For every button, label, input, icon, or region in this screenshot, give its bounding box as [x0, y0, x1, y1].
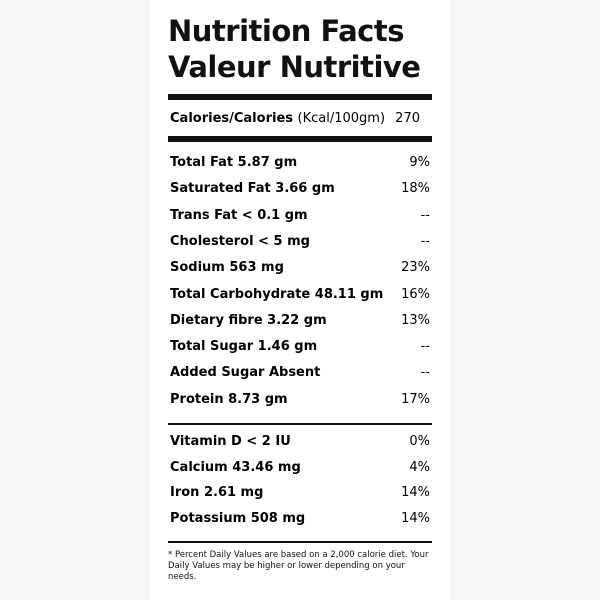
nutrient-name: Trans Fat < 0.1 gm [170, 207, 308, 223]
nutrient-name: Total Carbohydrate 48.11 gm [170, 286, 384, 302]
nutrient-row: Potassium 508 mg 14% [168, 511, 430, 531]
divider [168, 136, 432, 142]
title: Nutrition Facts [168, 14, 404, 48]
nutrient-row: Total Sugar 1.46 gm -- [168, 339, 430, 359]
daily-value: -- [420, 365, 430, 381]
calories-unit: (Kcal/100gm) [297, 111, 386, 126]
nutrient-name: Calcium 43.46 mg [170, 459, 301, 475]
calories-label: Calories/Calories (Kcal/100gm) [170, 111, 385, 126]
nutrient-name: Saturated Fat 3.66 gm [170, 181, 335, 197]
nutrition-label: Nutrition Facts Valeur Nutritive Calorie… [150, 0, 450, 600]
daily-value: 23% [401, 260, 430, 276]
nutrient-row: Protein 8.73 gm 17% [168, 392, 430, 412]
nutrient-row: Calcium 43.46 mg 4% [168, 460, 430, 480]
nutrient-name: Added Sugar Absent [170, 365, 321, 381]
divider [168, 541, 432, 543]
nutrient-row: Total Carbohydrate 48.11 gm 16% [168, 287, 430, 307]
nutrient-name: Sodium 563 mg [170, 260, 284, 276]
subtitle: Valeur Nutritive [168, 50, 421, 84]
nutrient-name: Cholesterol < 5 mg [170, 233, 310, 249]
nutrient-name: Dietary fibre 3.22 gm [170, 312, 327, 328]
daily-value: 14% [401, 485, 430, 500]
daily-value: 9% [409, 155, 430, 170]
footnote: * Percent Daily Values are based on a 2,… [168, 550, 429, 582]
daily-value: -- [420, 339, 430, 355]
daily-value: 18% [401, 181, 430, 197]
nutrient-row: Cholesterol < 5 mg -- [168, 234, 430, 254]
divider [168, 94, 432, 100]
calories-row: Calories/Calories (Kcal/100gm) 270 [168, 111, 430, 131]
daily-value: 4% [409, 459, 430, 475]
calories-value: 270 [395, 111, 420, 126]
daily-value: 17% [401, 391, 430, 407]
daily-value: 13% [401, 312, 430, 328]
nutrient-name: Vitamin D < 2 IU [170, 434, 291, 449]
daily-value: -- [420, 233, 430, 249]
nutrient-row: Saturated Fat 3.66 gm 18% [168, 181, 430, 201]
nutrient-name: Total Fat 5.87 gm [170, 155, 298, 170]
nutrient-name: Total Sugar 1.46 gm [170, 339, 318, 355]
nutrient-row: Dietary fibre 3.22 gm 13% [168, 313, 430, 333]
daily-value: 16% [401, 286, 430, 302]
calories-text: Calories/Calories [170, 111, 293, 126]
nutrient-row: Added Sugar Absent -- [168, 365, 430, 385]
nutrient-name: Protein 8.73 gm [170, 391, 288, 407]
daily-value: 14% [401, 510, 430, 526]
daily-value: 0% [409, 434, 430, 449]
divider [168, 423, 432, 425]
daily-value: -- [420, 207, 430, 223]
nutrient-row: Iron 2.61 mg 14% [168, 485, 430, 505]
nutrient-name: Iron 2.61 mg [170, 485, 264, 500]
nutrient-row: Total Fat 5.87 gm 9% [168, 155, 430, 175]
nutrient-row: Trans Fat < 0.1 gm -- [168, 208, 430, 228]
nutrient-row: Sodium 563 mg 23% [168, 260, 430, 280]
nutrient-name: Potassium 508 mg [170, 510, 306, 526]
nutrient-row: Vitamin D < 2 IU 0% [168, 434, 430, 454]
